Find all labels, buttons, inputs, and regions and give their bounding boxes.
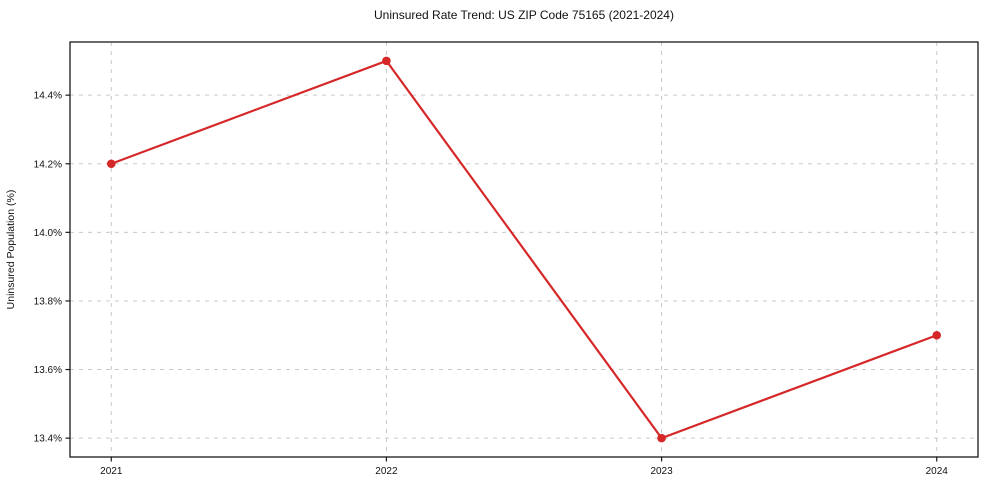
- data-point-2021: [106, 159, 116, 169]
- data-point-2022: [382, 56, 391, 66]
- x-tick-label: 2023: [650, 466, 673, 477]
- y-tick-label: 14.0%: [34, 228, 62, 239]
- x-tick-label: 2024: [926, 466, 949, 477]
- y-tick-label: 13.4%: [34, 434, 62, 445]
- y-axis-label: Uninsured Population (%): [5, 190, 17, 310]
- y-tick-label: 13.8%: [34, 296, 62, 307]
- data-point-2023: [657, 433, 666, 443]
- trend-line: [110, 59, 938, 440]
- plot-area-border: [69, 41, 979, 458]
- y-tick-label: 13.6%: [34, 365, 62, 376]
- chart-title: Uninsured Rate Trend: US ZIP Code 75165 …: [374, 8, 674, 22]
- y-tick-label: 14.2%: [34, 159, 62, 170]
- x-tick-label: 2022: [375, 466, 398, 477]
- y-tick-label: 14.4%: [34, 91, 62, 102]
- data-point-2024: [932, 330, 942, 340]
- x-tick-label: 2021: [100, 466, 123, 477]
